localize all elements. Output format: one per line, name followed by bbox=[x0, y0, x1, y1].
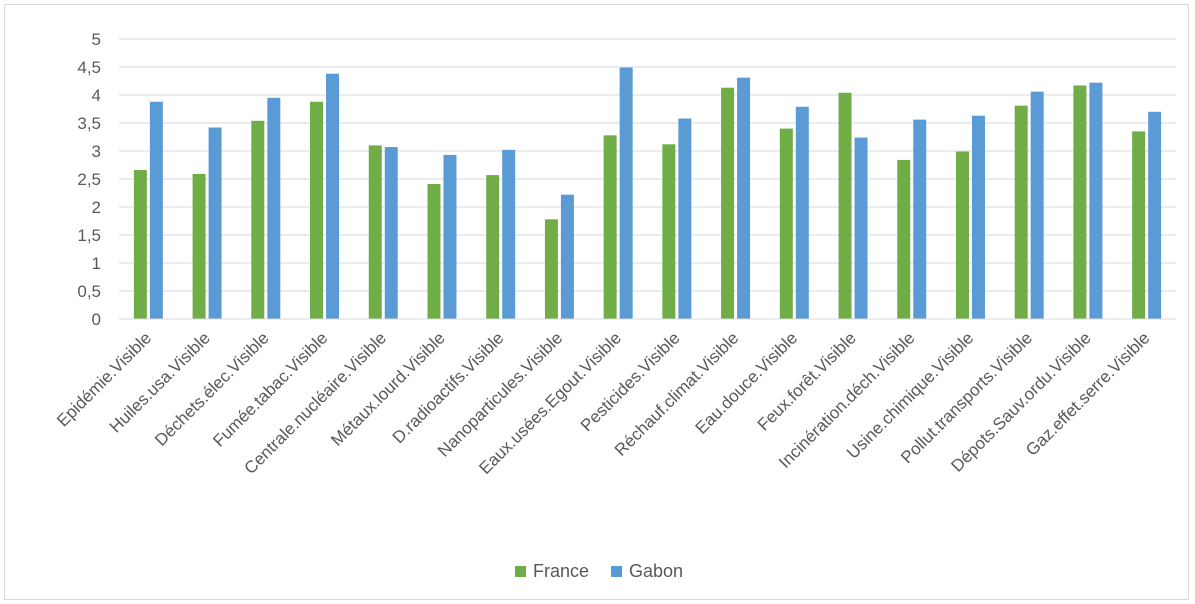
bar-gabon bbox=[326, 73, 340, 319]
legend-label-gabon: Gabon bbox=[629, 561, 683, 581]
bar-chart: 0 0,5 1 1,5 2 2,5 3 3,5 4 4,5 5 Epidémie.VisibleHu… bbox=[53, 30, 1176, 581]
x-tick-label: D.radioactifs.Visible bbox=[389, 328, 508, 447]
y-tick-label: 2 bbox=[92, 198, 101, 217]
bar-france bbox=[544, 219, 558, 319]
bar-gabon bbox=[678, 118, 692, 320]
bar-gabon bbox=[1030, 91, 1044, 319]
bar-france bbox=[310, 101, 324, 319]
bar-france bbox=[1014, 105, 1028, 319]
y-tick-label: 1 bbox=[92, 254, 101, 273]
bar-gabon bbox=[208, 127, 222, 319]
legend-swatch-france bbox=[515, 566, 526, 577]
bar-gabon bbox=[619, 67, 633, 319]
y-tick-label: 5 bbox=[92, 30, 101, 49]
x-tick-label: Déchets.élec.Visible bbox=[151, 328, 272, 449]
y-tick-label: 4,5 bbox=[77, 58, 101, 77]
gridlines bbox=[119, 38, 1176, 292]
bar-france bbox=[192, 173, 206, 319]
bar-france bbox=[897, 159, 911, 319]
y-tick-label: 3,5 bbox=[77, 114, 101, 133]
x-tick-label: Métaux.lourd.Visible bbox=[327, 328, 448, 449]
y-axis-ticks: 0 0,5 1 1,5 2 2,5 3 3,5 4 4,5 5 bbox=[77, 30, 101, 329]
bar-gabon bbox=[149, 101, 163, 319]
legend-swatch-gabon bbox=[611, 566, 622, 577]
bar-france bbox=[368, 145, 382, 319]
legend: France Gabon bbox=[515, 561, 683, 581]
x-tick-label: Eau.douce.Visible bbox=[692, 328, 801, 437]
bar-france bbox=[779, 128, 793, 319]
bar-gabon bbox=[1148, 111, 1162, 319]
y-tick-label: 4 bbox=[92, 86, 101, 105]
bar-france bbox=[721, 87, 735, 319]
bar-france bbox=[955, 151, 969, 319]
bar-france bbox=[662, 144, 676, 319]
bar-gabon bbox=[737, 77, 751, 319]
x-tick-label: Huiles.usa.Visible bbox=[106, 328, 214, 436]
x-tick-label: Pesticides.Visible bbox=[577, 328, 684, 435]
bar-gabon bbox=[384, 147, 398, 319]
bar-france bbox=[603, 135, 617, 319]
bar-gabon bbox=[854, 137, 868, 319]
bar-france bbox=[486, 175, 500, 319]
y-tick-label: 1,5 bbox=[77, 226, 101, 245]
bar-gabon bbox=[560, 194, 574, 319]
chart-area: 0 0,5 1 1,5 2 2,5 3 3,5 4 4,5 5 Epidémie.Visible Hu… bbox=[4, 4, 1189, 600]
bar-france bbox=[838, 92, 852, 319]
x-tick-label: Fumée.tabac.Visible bbox=[209, 328, 331, 450]
bar-gabon bbox=[795, 106, 809, 319]
bar-france bbox=[251, 120, 265, 319]
y-tick-label: 2,5 bbox=[77, 170, 101, 189]
bar-france bbox=[133, 170, 147, 319]
y-tick-label: 3 bbox=[92, 142, 101, 161]
x-tick-label: Feux.forêt.Visible bbox=[754, 328, 860, 434]
bar-gabon bbox=[443, 154, 457, 319]
y-tick-label: 0 bbox=[92, 310, 101, 329]
bar-france bbox=[1132, 131, 1146, 319]
x-axis-ticks: Epidémie.VisibleHuiles.usa.VisibleDéchet… bbox=[53, 328, 1153, 478]
bar-gabon bbox=[971, 115, 985, 319]
bar-gabon bbox=[502, 149, 516, 319]
bar-france bbox=[1073, 85, 1087, 319]
bar-gabon bbox=[913, 119, 927, 319]
legend-label-france: France bbox=[533, 561, 589, 581]
bar-france bbox=[427, 184, 441, 319]
bar-gabon bbox=[267, 97, 281, 319]
bar-gabon bbox=[1089, 82, 1103, 320]
bars bbox=[133, 67, 1162, 320]
y-tick-label: 0,5 bbox=[77, 282, 101, 301]
